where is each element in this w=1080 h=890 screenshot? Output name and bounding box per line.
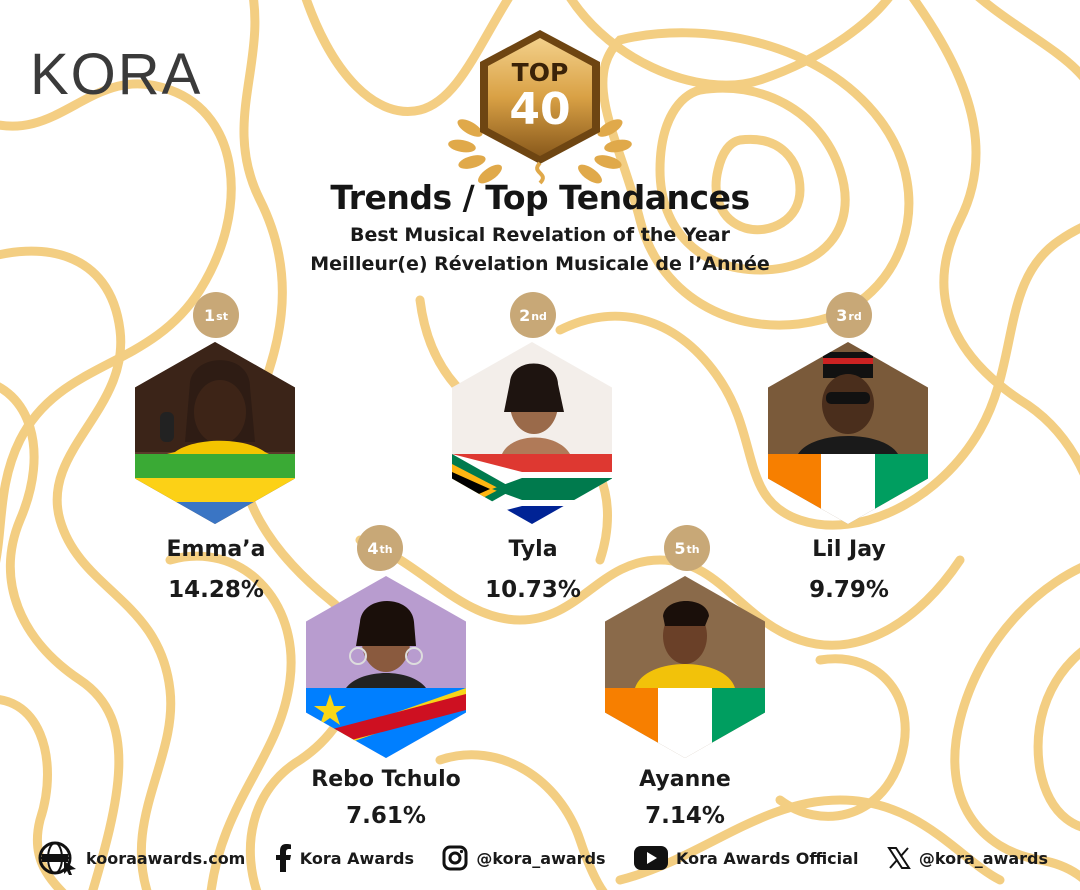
rank-suffix: nd <box>531 309 547 323</box>
x-icon <box>887 847 911 869</box>
badge-top-label: TOP <box>511 58 569 87</box>
nominee-name-2: Tyla <box>508 537 558 562</box>
footer-social-links: kooraawards.com Kora Awards @kora_awards… <box>38 836 1048 880</box>
nominee-name-1: Emma’a <box>166 537 266 562</box>
rank-number: 3 <box>836 305 848 325</box>
instagram-icon <box>442 845 468 871</box>
instagram-label: @kora_awards <box>476 848 606 868</box>
website-label: kooraawards.com <box>86 848 246 868</box>
rank-number: 4 <box>367 538 379 558</box>
subtitle-english: Best Musical Revelation of the Year <box>350 224 730 246</box>
x-label: @kora_awards <box>918 848 1048 868</box>
kora-logo: KORA <box>30 42 230 108</box>
top-40-badge: TOP 40 <box>440 28 640 188</box>
facebook-icon <box>275 844 291 872</box>
nominee-name-3: Lil Jay <box>812 537 886 562</box>
rank-suffix: th <box>686 542 700 556</box>
hat <box>823 352 873 378</box>
facebook-label: Kora Awards <box>299 848 414 868</box>
page-title: Trends / Top Tendances <box>330 178 750 217</box>
rank-suffix: th <box>379 542 393 556</box>
footer-youtube[interactable]: Kora Awards Official <box>633 846 859 870</box>
subtitle-french: Meilleur(e) Révelation Musicale de l’Ann… <box>310 253 770 275</box>
youtube-icon <box>633 846 668 870</box>
badge-number: 40 <box>509 84 571 135</box>
footer-instagram[interactable]: @kora_awards <box>442 845 606 871</box>
rank-number: 1 <box>204 305 216 325</box>
rank-number: 5 <box>674 538 686 558</box>
youtube-label: Kora Awards Official <box>675 848 859 868</box>
footer-website[interactable]: kooraawards.com <box>38 841 245 875</box>
globe-icon <box>38 841 76 875</box>
logo-text: KORA <box>30 42 203 107</box>
footer-x[interactable]: @kora_awards <box>887 846 1048 870</box>
rank-suffix: rd <box>848 309 862 323</box>
nominee-percent-3: 9.79% <box>809 577 889 603</box>
footer-facebook[interactable]: Kora Awards <box>274 844 414 872</box>
nominee-percent-1: 14.28% <box>168 577 264 603</box>
rank-number: 2 <box>519 305 531 325</box>
rank-suffix: st <box>216 309 228 323</box>
nominee-percent-5: 7.14% <box>645 803 725 829</box>
nominee-name-5: Ayanne <box>639 767 731 792</box>
nominee-portrait-3 <box>768 342 928 524</box>
nominee-percent-4: 7.61% <box>346 803 426 829</box>
nominee-name-4: Rebo Tchulo <box>311 767 461 792</box>
nominee-percent-2: 10.73% <box>485 577 581 603</box>
